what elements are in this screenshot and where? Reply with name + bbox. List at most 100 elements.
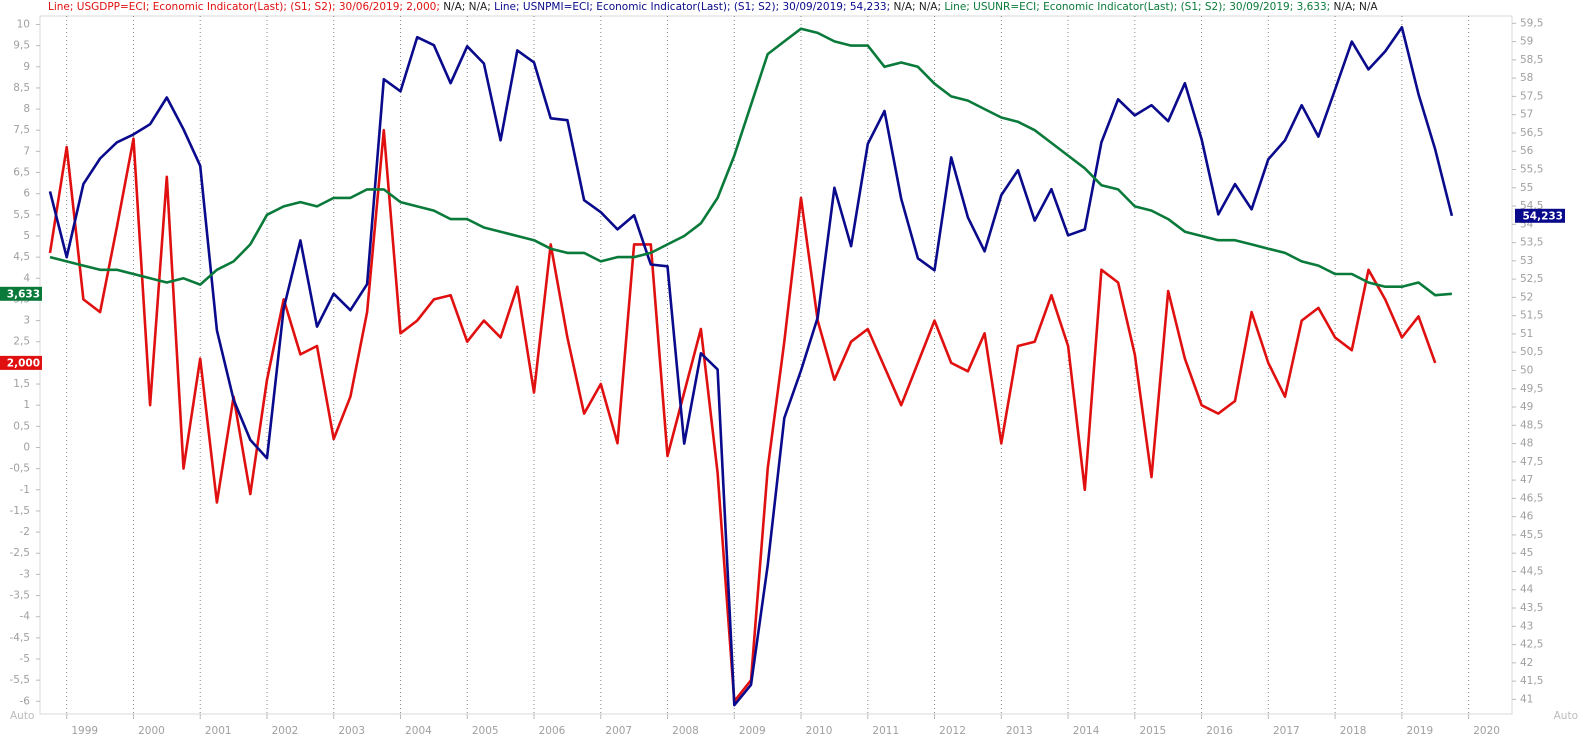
y-tick-label: 1,5 bbox=[13, 378, 30, 390]
y-tick-label: 5,5 bbox=[13, 209, 30, 221]
y-tick-label: 5 bbox=[23, 230, 30, 242]
end-label-box bbox=[0, 355, 42, 370]
scale-button[interactable]: Auto bbox=[10, 710, 34, 722]
legend-entry: Line; USGDPP=ECI; Economic Indicator(Las… bbox=[48, 1, 440, 13]
end-label-box bbox=[1515, 208, 1565, 223]
y2-tick-label: 52,5 bbox=[1520, 273, 1543, 285]
y2-tick-label: 41,5 bbox=[1520, 675, 1543, 687]
y-tick-label: -4 bbox=[20, 611, 31, 623]
y-tick-label: -3,5 bbox=[10, 590, 31, 602]
x-tick-label: 2009 bbox=[739, 725, 766, 737]
series-line bbox=[49, 27, 1453, 297]
y-tick-label: 2,5 bbox=[13, 336, 30, 348]
x-tick-label: 2011 bbox=[872, 725, 899, 737]
y2-tick-label: 55,5 bbox=[1520, 163, 1543, 175]
y2-tick-label: 50 bbox=[1520, 364, 1533, 376]
y-tick-label: 4 bbox=[23, 272, 30, 284]
y2-tick-label: 45,5 bbox=[1520, 529, 1543, 541]
x-tick-label: 2013 bbox=[1006, 725, 1033, 737]
y2-tick-label: 53,5 bbox=[1520, 237, 1543, 249]
y2-tick-label: 53 bbox=[1520, 255, 1533, 267]
y-tick-label: 8,5 bbox=[13, 82, 30, 94]
y2-tick-label: 48,5 bbox=[1520, 419, 1543, 431]
y2-tick-label: 46 bbox=[1520, 511, 1534, 523]
series-line bbox=[48, 26, 1454, 707]
x-tick-label: 2008 bbox=[672, 725, 699, 737]
y-tick-label: 9,5 bbox=[13, 40, 30, 52]
x-tick-label: 2020 bbox=[1473, 725, 1500, 737]
y-tick-label: 0 bbox=[23, 441, 30, 453]
y2-tick-label: 41 bbox=[1520, 693, 1533, 705]
y2-tick-label: 51,5 bbox=[1520, 310, 1543, 322]
y2-tick-label: 47,5 bbox=[1520, 456, 1543, 468]
x-tick-label: 2018 bbox=[1340, 725, 1367, 737]
x-tick-label: 2002 bbox=[272, 725, 299, 737]
y-tick-label: 4,5 bbox=[13, 251, 30, 263]
y-tick-label: 10 bbox=[17, 18, 30, 30]
y2-tick-label: 57 bbox=[1520, 109, 1533, 121]
y-tick-label: -4,5 bbox=[10, 632, 31, 644]
y2-tick-label: 55 bbox=[1520, 182, 1533, 194]
y2-tick-label: 51 bbox=[1520, 328, 1533, 340]
y-tick-label: -5,5 bbox=[10, 674, 31, 686]
x-tick-label: 2019 bbox=[1406, 725, 1433, 737]
y-tick-label: 7,5 bbox=[13, 124, 30, 136]
y2-tick-label: 42 bbox=[1520, 657, 1533, 669]
y-tick-label: -2,5 bbox=[10, 547, 31, 559]
y-tick-label: 1 bbox=[23, 399, 30, 411]
legend-status: N/A; N/A; bbox=[893, 1, 942, 13]
x-tick-label: 2000 bbox=[138, 725, 165, 737]
y2-tick-label: 43 bbox=[1520, 620, 1533, 632]
legend-entry: Line; USUNR=ECI; Economic Indicator(Last… bbox=[944, 1, 1331, 13]
y-tick-label: -5 bbox=[20, 653, 30, 665]
y2-tick-label: 58,5 bbox=[1520, 54, 1543, 66]
x-tick-label: 2016 bbox=[1206, 725, 1233, 737]
y-tick-label: 6 bbox=[23, 188, 30, 200]
y2-tick-label: 56,5 bbox=[1520, 127, 1543, 139]
y2-tick-label: 44,5 bbox=[1520, 565, 1543, 577]
x-tick-label: 2005 bbox=[472, 725, 499, 737]
x-tick-label: 2007 bbox=[605, 725, 632, 737]
y-tick-label: -2 bbox=[20, 526, 30, 538]
x-tick-label: 2012 bbox=[939, 725, 966, 737]
y2-tick-label: 49 bbox=[1520, 401, 1533, 413]
y2-tick-label: 58 bbox=[1520, 72, 1533, 84]
y2-tick-label: 48 bbox=[1520, 438, 1533, 450]
y2-tick-label: 59 bbox=[1520, 36, 1533, 48]
end-label-box bbox=[0, 286, 42, 301]
y-tick-label: -1,5 bbox=[10, 505, 31, 517]
x-tick-label: 2004 bbox=[405, 725, 432, 737]
x-tick-label: 1999 bbox=[71, 725, 98, 737]
y2-tick-label: 57,5 bbox=[1520, 90, 1543, 102]
legend-status: N/A; N/A bbox=[1333, 1, 1378, 13]
x-tick-label: 2014 bbox=[1073, 725, 1100, 737]
y2-tick-label: 52 bbox=[1520, 291, 1533, 303]
y-tick-label: 0,5 bbox=[13, 420, 30, 432]
x-tick-label: 2006 bbox=[539, 725, 566, 737]
y-tick-label: -0,5 bbox=[10, 463, 31, 475]
scale-button[interactable]: Auto bbox=[1554, 710, 1578, 722]
y-tick-label: -1 bbox=[20, 484, 30, 496]
y-tick-label: -6 bbox=[20, 695, 31, 707]
y-tick-label: 8 bbox=[23, 103, 30, 115]
y2-tick-label: 50,5 bbox=[1520, 346, 1543, 358]
y2-tick-label: 49,5 bbox=[1520, 383, 1543, 395]
y-tick-label: 6,5 bbox=[13, 167, 30, 179]
x-tick-label: 2015 bbox=[1139, 725, 1166, 737]
y2-tick-label: 43,5 bbox=[1520, 602, 1543, 614]
y2-tick-label: 47 bbox=[1520, 474, 1533, 486]
end-label: 3,633 bbox=[7, 288, 40, 300]
y2-tick-label: 44 bbox=[1520, 584, 1534, 596]
legend-status: N/A; N/A; bbox=[443, 1, 491, 13]
x-tick-label: 2017 bbox=[1273, 725, 1300, 737]
y2-tick-label: 46,5 bbox=[1520, 492, 1543, 504]
y-tick-label: 9 bbox=[23, 61, 30, 73]
y-tick-label: -3 bbox=[20, 568, 30, 580]
x-tick-label: 2003 bbox=[338, 725, 365, 737]
y2-tick-label: 45 bbox=[1520, 547, 1533, 559]
series-line bbox=[48, 128, 1437, 703]
x-tick-label: 2001 bbox=[205, 725, 232, 737]
end-label: 2,000 bbox=[7, 357, 40, 369]
